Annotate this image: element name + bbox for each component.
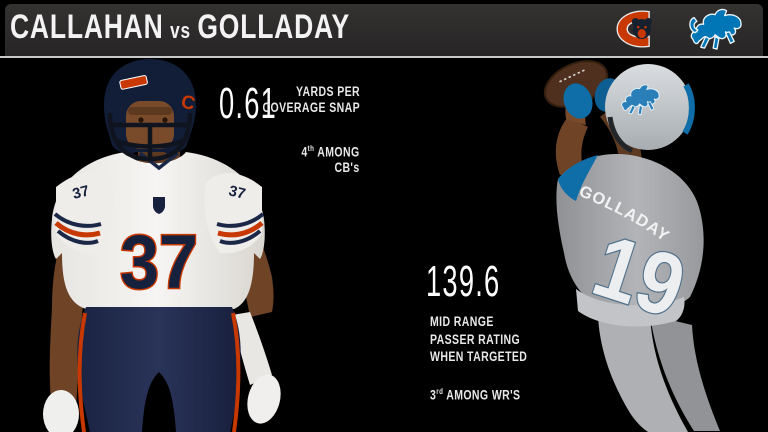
stat-label-line: COVERAGE SNAP (262, 99, 360, 115)
rank-number: 3 (430, 387, 437, 403)
stat-label-line: WHEN TARGETED (430, 349, 528, 364)
helmet-bumper-sticker (119, 75, 148, 90)
pants-stripe-right (231, 312, 241, 432)
right-arm-up (555, 117, 588, 175)
stat-rank-coverage: 4th AMONG CB's (285, 141, 360, 176)
stat-label-coverage: YARDS PER COVERAGE SNAP (235, 84, 360, 115)
title-player-right: GOLLADAY (197, 8, 351, 46)
stat-rank-line: 4th AMONG (302, 141, 360, 160)
rank-number: 4 (301, 144, 309, 160)
left-arm-sleeve (232, 312, 272, 385)
eye-right (162, 117, 168, 123)
stat-label-line: YARDS PER (296, 84, 360, 99)
rank-text: AMONG WR'S (443, 387, 521, 403)
pants (77, 307, 241, 432)
shoulder-number-left: 37 (71, 182, 91, 203)
rank-ordinal: rd (436, 387, 444, 396)
bear-eye-right (644, 25, 647, 29)
golladay-photo: GOLLADAY 19 (543, 60, 720, 432)
helmet-rear-trim (682, 83, 695, 135)
brow-shadow (128, 107, 172, 115)
header-divider (0, 56, 768, 58)
svg-text:37: 37 (120, 220, 198, 304)
stat-label-line: PASSER RATING (430, 331, 521, 347)
jersey-back (556, 153, 704, 314)
helmet-lion-logo (621, 84, 660, 116)
helmet-c-logo: C (179, 91, 198, 115)
helmet: C (104, 59, 198, 162)
stat-value-passer-rating: 139.6 (426, 257, 501, 306)
stat-rank-line: 3rd AMONG WR'S (430, 384, 520, 403)
title-player-left: CALLAHAN (10, 8, 164, 46)
rank-text: AMONG (314, 144, 360, 160)
lion-silhouette (689, 8, 742, 50)
bears-logo-icon (616, 10, 652, 48)
right-glove-blue (563, 83, 593, 119)
stat-rank-line2: CB's (334, 160, 360, 175)
sleeve-trim-blue (558, 155, 598, 201)
stat-label-passer-rating: MID RANGE PASSER RATING WHEN TARGETED (430, 313, 555, 366)
pants-stripe-left (77, 312, 87, 432)
title-vs: vs (170, 18, 191, 43)
sleeve-left-cap (53, 172, 114, 254)
stat-value-coverage: 0.61 (219, 79, 278, 128)
shoulder-number-right: 37 (227, 182, 247, 203)
facemask (107, 112, 193, 162)
callahan-photo: 37 37 37 C (43, 59, 281, 432)
bear-muzzle (637, 29, 646, 39)
page-title: CALLAHAN vs GOLLADAY (10, 10, 350, 51)
sleeve-right-cap (204, 172, 265, 254)
right-glove (43, 390, 79, 432)
eye-left (138, 117, 144, 123)
stat-label-line: MID RANGE (430, 314, 494, 329)
lions-logo-icon (689, 8, 742, 50)
chest-number: 37 (119, 219, 200, 306)
jersey-hem (576, 289, 685, 327)
left-glove (247, 374, 281, 424)
helmet-facemask-edge (607, 116, 634, 154)
nfl-shield (153, 197, 165, 214)
bear-eye-left (636, 25, 640, 29)
stat-rank-passer-rating: 3rd AMONG WR'S (430, 384, 546, 403)
helmet-lions (605, 64, 695, 154)
rank-ordinal: th (308, 144, 315, 153)
right-leg (650, 315, 720, 431)
left-leg (597, 300, 688, 432)
